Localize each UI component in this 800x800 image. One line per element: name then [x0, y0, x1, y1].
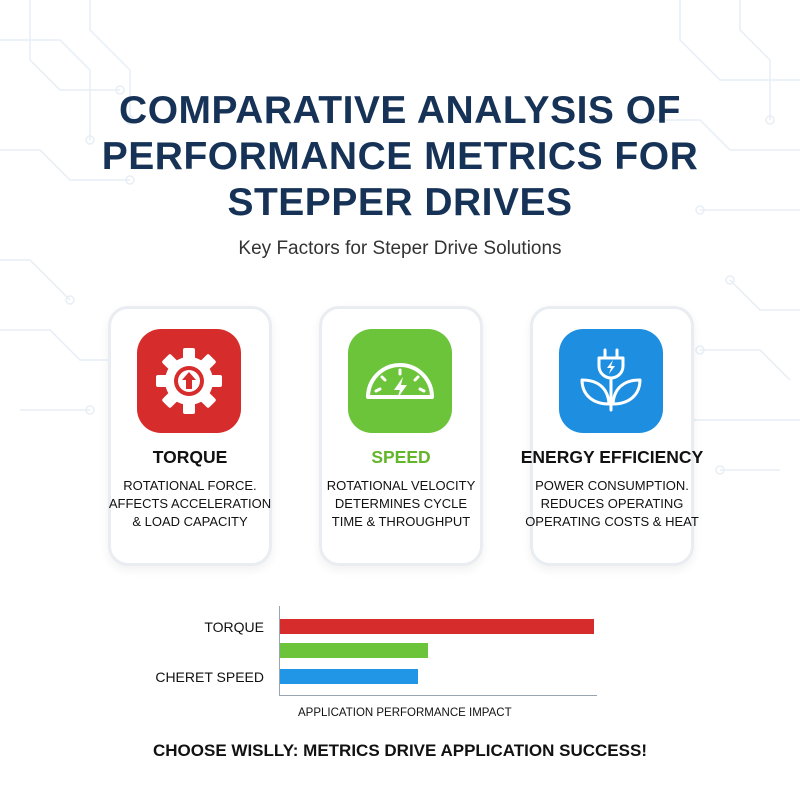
card-description-line: POWER CONSUMPTION. [535, 478, 689, 493]
metric-card-torque: TORQUE ROTATIONAL FORCE. AFFECTS ACCELER… [108, 306, 272, 566]
bar-label-cheret-speed: CHERET SPEED [155, 669, 264, 685]
card-description-line: TIME & THROUGHPUT [331, 514, 471, 529]
card-title: ENERGY EFFICIENCY [520, 447, 704, 467]
chart-y-axis [279, 606, 280, 696]
card-description-line: ROTATIONAL FORCE. [123, 478, 257, 493]
card-description-line: REDUCES OPERATING [540, 496, 684, 511]
footer-tagline: CHOOSE WISLLY: METRICS DRIVE APPLICATION… [153, 741, 647, 760]
speedometer-icon [348, 329, 452, 433]
card-description-line: ROTATIONAL VELOCITY [326, 478, 476, 493]
card-title: TORQUE [152, 447, 228, 467]
title-line: COMPARATIVE ANALYSIS OF [119, 89, 681, 132]
card-title: SPEED [371, 447, 431, 467]
card-description: ROTATIONAL VELOCITY DETERMINES CYCLE TIM… [308, 477, 494, 531]
page-subtitle: Key Factors for Steper Drive Solutions [238, 238, 562, 259]
chart-x-axis-label: APPLICATION PERFORMANCE IMPACT [298, 707, 512, 719]
bar-cheret-speed [280, 669, 419, 684]
card-description: ROTATIONAL FORCE. AFFECTS ACCELERATION &… [97, 477, 283, 531]
card-description-line: OPERATING COSTS & HEAT [525, 514, 699, 529]
card-description-line: DETERMINES CYCLE [334, 496, 468, 511]
bar-speed [280, 643, 428, 658]
bar-torque [280, 619, 594, 634]
page-title: COMPARATIVE ANALYSIS OF PERFORMANCE METR… [60, 88, 740, 226]
title-line: PERFORMANCE METRICS FOR [101, 135, 699, 178]
metric-card-energy-efficiency: ENERGY EFFICIENCY POWER CONSUMPTION. RED… [521, 306, 703, 566]
metric-card-speed: SPEED ROTATIONAL VELOCITY DETERMINES CYC… [319, 306, 483, 566]
plug-leaf-icon [559, 329, 663, 433]
bar-label-torque: TORQUE [204, 619, 264, 635]
gear-arrow-icon [137, 329, 241, 433]
card-description-line: AFFECTS ACCELERATION [108, 496, 272, 511]
title-line: STEPPER DRIVES [227, 181, 573, 224]
card-description: POWER CONSUMPTION. REDUCES OPERATING OPE… [519, 477, 705, 531]
chart-x-axis [279, 695, 597, 696]
card-description-line: & LOAD CAPACITY [132, 514, 248, 529]
